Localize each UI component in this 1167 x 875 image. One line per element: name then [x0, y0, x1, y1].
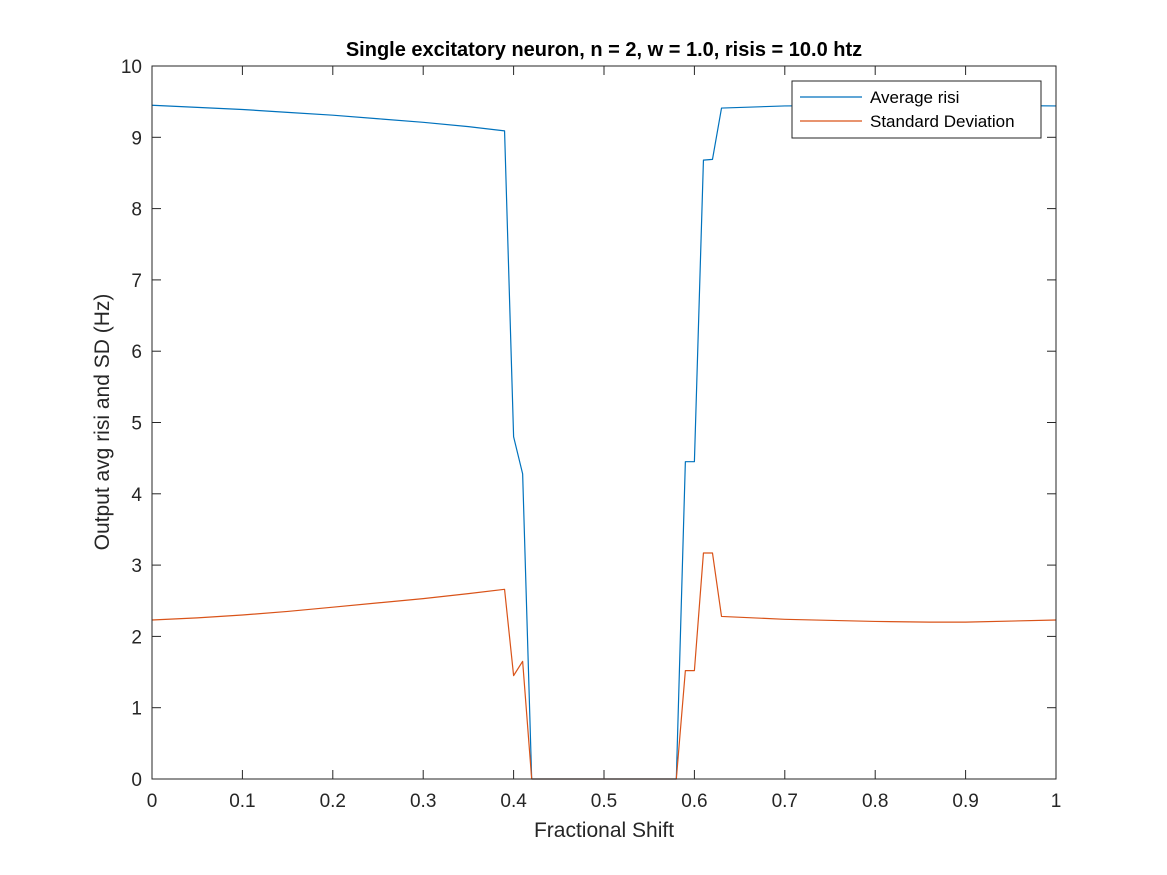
- plot-area: [152, 66, 1056, 779]
- legend-label-standard-deviation: Standard Deviation: [870, 112, 1015, 131]
- x-axis-label: Fractional Shift: [534, 819, 674, 842]
- x-tick-label: 0.7: [772, 791, 798, 812]
- legend: Average risi Standard Deviation: [791, 80, 1042, 139]
- y-tick-label: 10: [121, 57, 142, 78]
- x-tick-label: 0.5: [591, 791, 617, 812]
- legend-box: [791, 80, 1042, 139]
- y-tick-label: 3: [131, 556, 142, 577]
- y-tick-label: 7: [131, 271, 142, 292]
- x-tick-label: 0.2: [320, 791, 346, 812]
- y-tick-label: 5: [131, 414, 142, 435]
- y-tick-label: 1: [131, 699, 142, 720]
- x-tick-label: 0.9: [952, 791, 978, 812]
- y-tick-label: 4: [131, 485, 142, 506]
- y-tick-label: 6: [131, 342, 142, 363]
- chart-title: Single excitatory neuron, n = 2, w = 1.0…: [346, 39, 862, 61]
- x-tick-label: 1: [1051, 791, 1062, 812]
- x-tick-label: 0.4: [500, 791, 527, 812]
- y-tick-label: 9: [131, 128, 142, 149]
- axes-box: [151, 65, 1057, 780]
- y-tick-label: 0: [131, 770, 142, 791]
- x-tick-label: 0.8: [862, 791, 888, 812]
- x-tick-label: 0.1: [229, 791, 255, 812]
- ticks: 0 0.1 0.2 0.3 0.4 0.5 0.6 0.7 0.8 0.9 101234567891…: [121, 57, 1061, 812]
- y-tick-label: 8: [131, 200, 142, 221]
- x-tick-label: 0.6: [681, 791, 707, 812]
- legend-label-average-risi: Average risi: [870, 88, 959, 107]
- y-axis-label: Output avg risi and SD (Hz): [91, 294, 114, 551]
- x-tick-label: 0.3: [410, 791, 436, 812]
- y-tick-label: 2: [131, 627, 142, 648]
- x-tick-label: 0: [147, 791, 158, 812]
